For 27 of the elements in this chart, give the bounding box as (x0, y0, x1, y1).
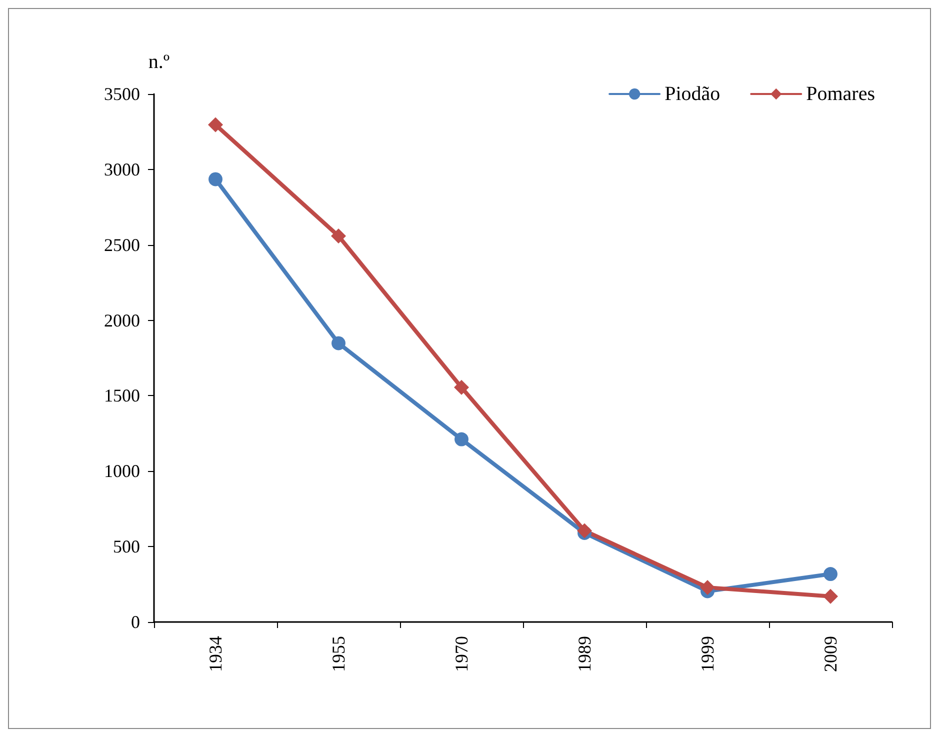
y-tick-label: 3000 (104, 159, 140, 180)
x-tick-label: 1955 (328, 636, 348, 672)
y-tick-label: 0 (131, 612, 140, 632)
y-tick-label: 2500 (104, 234, 140, 255)
x-tick-label: 1934 (206, 636, 226, 672)
x-tick-label: 1999 (698, 636, 718, 672)
point (700, 580, 715, 595)
y-tick-label: 1000 (104, 461, 140, 482)
point (454, 432, 468, 446)
point (208, 117, 223, 132)
x-tick-label: 1989 (574, 636, 594, 672)
point (824, 567, 838, 582)
legend-label: Pomares (806, 83, 876, 105)
x-tick-label: 2009 (820, 636, 840, 672)
point (823, 588, 838, 604)
point (208, 172, 222, 186)
y-tick-label: 1500 (104, 386, 140, 406)
y-tick-label: 2000 (104, 310, 140, 330)
point (454, 380, 469, 395)
point (331, 228, 346, 244)
point (332, 336, 346, 350)
y-tick-label: 500 (113, 536, 140, 557)
legend-label: Piodão (664, 83, 720, 105)
y-tick-label: 3500 (104, 84, 140, 104)
y-axis-title: n.º (148, 51, 170, 73)
x-tick-label: 1970 (452, 636, 472, 672)
point (577, 523, 592, 538)
